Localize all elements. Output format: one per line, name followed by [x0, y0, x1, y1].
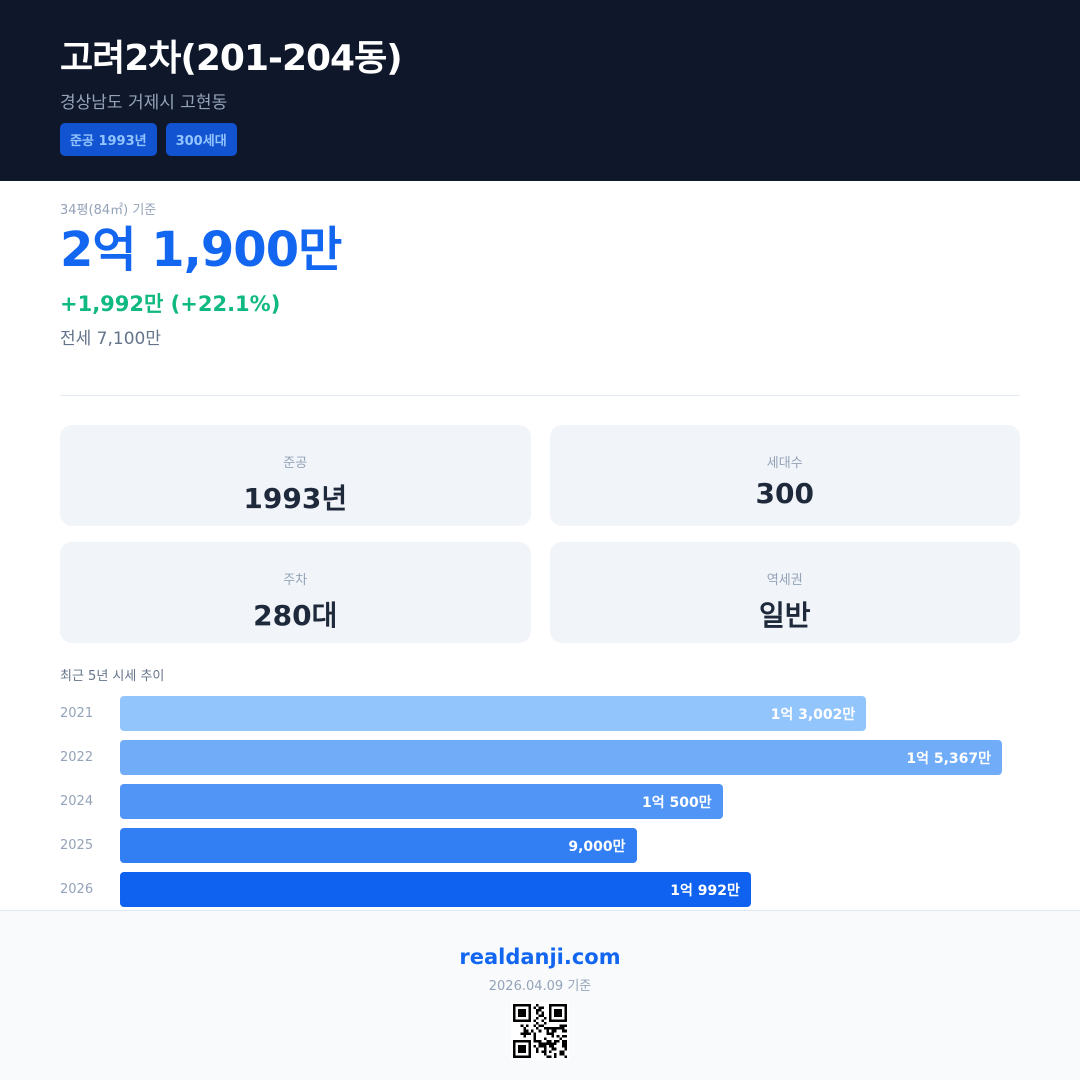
chart-row: 2025 9,000만	[60, 828, 1020, 863]
jeonse-price: 전세 7,100만	[60, 329, 161, 349]
stat-value: 280대	[253, 599, 338, 632]
chart-category-label: 2022	[60, 750, 94, 765]
stat-label: 세대수	[766, 456, 803, 471]
tag-built-year: 준공 1993년	[60, 123, 157, 156]
stat-value: 300	[755, 477, 814, 510]
chart-data-label: 1억 5,367만	[906, 750, 991, 767]
chart-data-label: 1억 500만	[642, 794, 712, 811]
chart-row: 2024 1억 500만	[60, 784, 1020, 819]
chart-data-label: 1억 992만	[670, 882, 740, 899]
chart-category-label: 2026	[60, 882, 94, 897]
data-date: 2026.04.09 기준	[488, 979, 592, 994]
chart-category-label: 2024	[60, 794, 94, 809]
chart-category-label: 2021	[60, 706, 94, 721]
price-change: +1,992만 (+22.1%)	[60, 292, 281, 316]
stat-card-households: 세대수 300	[549, 425, 1020, 526]
chart-bar: 1억 3,002만	[120, 696, 867, 731]
address: 경상남도 거제시 고현동	[60, 93, 228, 113]
divider	[60, 395, 1020, 396]
stat-value: 일반	[758, 599, 811, 632]
chart-bar: 1억 5,367만	[120, 740, 1002, 775]
chart-title: 최근 5년 시세 추이	[60, 669, 165, 684]
chart-bar: 1억 992만	[120, 872, 751, 907]
chart-row: 2021 1억 3,002만	[60, 696, 1020, 731]
stat-label: 준공	[283, 456, 308, 471]
chart-data-label: 1억 3,002만	[770, 706, 856, 723]
header: 고려2차(201-204동) 경상남도 거제시 고현동 준공 1993년 300…	[0, 0, 1080, 181]
stat-label: 주차	[283, 573, 308, 588]
tag-households: 300세대	[165, 123, 237, 156]
stat-value: 1993년	[243, 482, 348, 515]
stat-card-parking: 주차 280대	[60, 542, 531, 643]
stat-card-built: 준공 1993년	[60, 425, 531, 526]
price-basis: 34평(84㎡) 기준	[60, 203, 157, 218]
price-value: 2억 1,900만	[60, 222, 342, 278]
chart-data-label: 9,000만	[568, 838, 626, 855]
chart-bar: 9,000만	[120, 828, 637, 863]
site-link[interactable]: realdanji.com	[459, 945, 621, 969]
price-trend-chart: 2021 1억 3,002만 2022 1억 5,367만 2024 1억 500만 202…	[60, 696, 1020, 907]
stat-label: 역세권	[766, 573, 803, 588]
chart-bar: 1억 500만	[120, 784, 723, 819]
page-title: 고려2차(201-204동)	[60, 38, 403, 79]
footer: realdanji.com 2026.04.09 기준	[0, 910, 1080, 1080]
chart-row: 2022 1억 5,367만	[60, 740, 1020, 775]
chart-category-label: 2025	[60, 838, 94, 853]
chart-row: 2026 1억 992만	[60, 872, 1020, 907]
qr-code-icon	[511, 1002, 569, 1060]
